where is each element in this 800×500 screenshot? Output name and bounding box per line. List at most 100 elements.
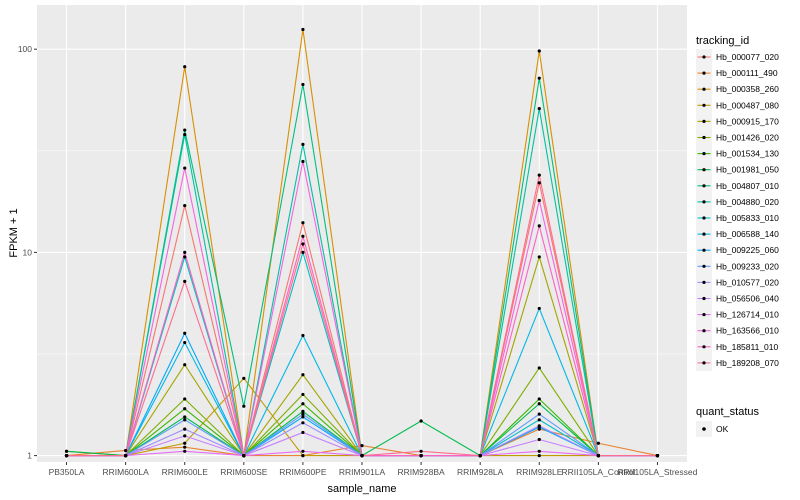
data-point: [301, 142, 305, 146]
legend-key-point: [702, 313, 706, 317]
data-point: [537, 402, 541, 406]
data-point: [183, 434, 187, 438]
data-point: [537, 437, 541, 442]
data-point: [537, 181, 541, 185]
data-point: [360, 443, 364, 448]
data-point: [301, 234, 305, 238]
legend2-title: quant_status: [696, 406, 759, 418]
data-point: [124, 453, 128, 458]
legend-key-point: [702, 168, 706, 172]
x-tick-label: RRIM600LA: [102, 467, 149, 477]
data-point: [183, 203, 187, 208]
data-point: [419, 419, 423, 423]
legend-key-point: [702, 87, 706, 91]
data-point: [301, 430, 305, 435]
data-point: [301, 250, 305, 254]
data-point: [301, 333, 305, 338]
data-point: [419, 453, 423, 458]
legend-label: Hb_000358_260: [716, 84, 779, 94]
data-point: [537, 306, 541, 311]
legend-label: Hb_004880_020: [716, 197, 779, 207]
data-point: [242, 453, 246, 458]
data-point: [183, 445, 187, 449]
data-point: [64, 453, 69, 458]
data-point: [596, 441, 600, 445]
legend-key-point: [702, 296, 706, 301]
x-tick-label: PB350LA: [49, 467, 85, 477]
legend-label: Hb_005833_010: [716, 213, 779, 223]
x-tick-label: RRIM928BA: [397, 467, 445, 477]
legend-label: Hb_001426_020: [716, 133, 779, 143]
legend-label: Hb_006588_140: [716, 229, 779, 239]
x-tick-label: RRIM901LA: [339, 467, 386, 477]
data-point: [301, 373, 305, 377]
legend-label: Hb_056506_040: [716, 294, 779, 304]
legend-items: Hb_000077_020 Hb_000111_490 Hb_000358_260 H…: [696, 49, 779, 371]
legend-label: Hb_189208_070: [716, 358, 779, 368]
x-tick-label: RRIM600PE: [279, 467, 327, 477]
data-point: [183, 255, 187, 259]
data-point: [537, 255, 541, 259]
legend-key-point: [702, 280, 706, 284]
data-point: [183, 166, 187, 170]
data-point: [242, 376, 246, 380]
x-tick-label: RRII105LA_Stressed: [618, 467, 698, 477]
data-point: [537, 198, 541, 203]
legend-key-point: [702, 264, 706, 268]
legend-key-point: [702, 55, 706, 59]
legend-key-point: [702, 103, 706, 107]
x-tick-label: RRIM928LE: [516, 467, 563, 477]
data-point: [183, 415, 187, 419]
data-point: [64, 449, 69, 453]
legend-title: tracking_id: [696, 35, 749, 47]
data-point: [242, 404, 246, 408]
legend2-label: OK: [716, 424, 729, 434]
legend-key-point: [702, 152, 706, 156]
data-point: [183, 363, 187, 367]
data-point: [301, 27, 305, 32]
legend-label: Hb_001981_050: [716, 165, 779, 175]
legend-key-point: [702, 119, 706, 123]
data-point: [301, 449, 305, 453]
data-point: [301, 221, 305, 225]
data-point: [183, 340, 187, 345]
data-point: [301, 453, 305, 458]
legend-key-point: [702, 135, 706, 140]
legend-label: Hb_001534_130: [716, 149, 779, 159]
data-point: [537, 49, 541, 53]
legend-key-point: [702, 345, 706, 349]
data-point: [537, 418, 541, 422]
data-point: [124, 448, 128, 453]
legend-key-point: [702, 200, 706, 204]
y-tick-label: 10: [23, 247, 33, 257]
legend-label: Hb_000077_020: [716, 52, 779, 62]
data-point: [183, 418, 187, 422]
data-point: [301, 82, 305, 87]
data-point: [537, 366, 541, 370]
data-point: [537, 453, 541, 458]
y-tick-label: 100: [18, 44, 32, 54]
x-axis: PB350LA RRIM600LA RRIM600LE RRIM600SE RRIM60…: [49, 462, 698, 477]
data-point: [301, 412, 305, 416]
legend-key-point: [702, 232, 706, 236]
data-point: [301, 159, 305, 164]
data-point: [183, 397, 187, 401]
legend-key-point: [702, 216, 706, 220]
legend-label: Hb_010577_020: [716, 277, 779, 287]
legend-key-point: [702, 248, 706, 252]
legend-key-point: [702, 184, 706, 188]
legend-key-point: [702, 329, 706, 333]
legend2-key-point: [702, 427, 706, 431]
data-point: [537, 224, 541, 228]
data-point: [301, 402, 305, 406]
data-point: [537, 173, 541, 177]
data-point: [183, 132, 187, 137]
data-point: [301, 409, 305, 414]
data-point: [183, 65, 187, 69]
data-point: [655, 453, 660, 458]
legend-label: Hb_000487_080: [716, 100, 779, 110]
data-point: [183, 427, 187, 431]
x-tick-label: RRIM928LA: [457, 467, 504, 477]
data-point: [537, 449, 541, 453]
